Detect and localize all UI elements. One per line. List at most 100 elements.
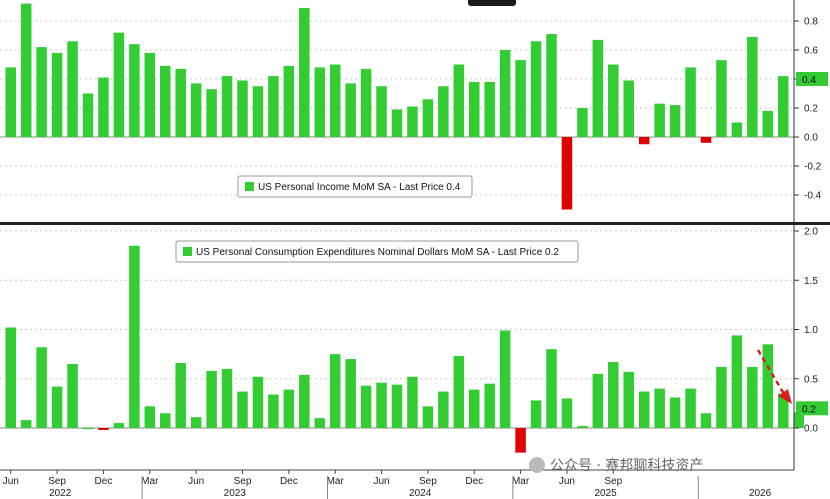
bottom-last-price-label: 0.2 [802,404,816,415]
x-year-label: 2023 [224,488,247,499]
top-legend: US Personal Income MoM SA - Last Price 0… [237,175,473,198]
top-bar [530,41,542,137]
bottom-bar [129,245,140,428]
top-bar [762,110,774,137]
bottom-legend-label: US Personal Consumption Expenditures Nom… [196,247,559,258]
top-y-tick-label: 0.6 [804,46,818,57]
top-bar [20,3,32,137]
top-bar [685,67,696,137]
x-year-label: 2024 [409,488,432,499]
bottom-bar [453,356,465,428]
top-legend-label: US Personal Income MoM SA - Last Price 0… [258,182,461,193]
top-bar [561,137,573,210]
top-bar [623,80,634,137]
bottom-bar [530,400,542,428]
top-panel-y-axis: 0.80.60.40.20.0-0.2-0.40.4 [794,17,828,202]
bottom-legend-swatch [183,247,192,256]
bottom-bar [499,330,511,428]
bottom-bar [252,376,264,428]
bottom-bar [793,412,804,428]
x-month-label: Sep [419,476,437,487]
top-y-tick-label: 0.2 [804,104,818,115]
bottom-bar [20,420,32,428]
bottom-bar [376,382,387,428]
bottom-bar [592,373,604,428]
bottom-bar [98,428,109,430]
bottom-bar [422,406,434,428]
x-month-label: Jun [559,476,575,487]
bottom-y-tick-label: 2.0 [804,227,818,238]
top-bar [329,64,341,137]
x-month-label: Mar [141,476,159,487]
x-month-label: Jun [188,476,204,487]
bottom-bar [700,413,712,428]
bottom-bar [638,391,650,428]
bottom-bar [51,386,63,428]
x-axis: Jun Sep Dec Mar Jun Sep Dec Mar Jun Sep Dec Mar Jun S… [3,470,772,499]
top-bar [129,44,140,138]
bottom-bar [685,388,696,428]
bottom-bar [160,413,171,428]
bottom-bar [669,397,681,428]
top-bar [700,137,712,143]
watermark: 公众号 · 赛邦聊科技资产 [529,457,703,474]
top-bar [98,77,109,137]
top-legend-box [237,175,473,198]
top-bar [654,103,665,137]
top-bar [82,93,94,137]
panel-divider [0,222,830,225]
bottom-bar [175,362,186,428]
bottom-last-price-badge: 0.2 [796,401,828,416]
bottom-bar [82,428,94,430]
top-bar [731,122,743,137]
top-last-price-badge: 0.4 [796,72,828,86]
x-year-label: 2026 [749,488,772,499]
top-last-price-label: 0.4 [802,75,816,86]
bottom-bar [469,389,480,428]
x-year-label: 2022 [49,488,72,499]
top-bar [592,39,604,137]
top-bar [345,83,356,137]
bottom-bar [762,344,774,428]
top-legend-swatch [245,182,254,191]
top-bar [499,50,511,137]
top-bar [484,81,495,137]
x-month-label: Mar [327,476,345,487]
bottom-bar [561,398,573,428]
top-bar [469,81,480,137]
x-month-label: Sep [604,476,622,487]
bottom-bar [299,374,310,428]
top-bar [5,67,16,137]
bottom-bar [484,383,495,428]
bottom-y-tick-label: 1.0 [804,325,818,336]
bottom-bar [654,388,665,428]
x-month-label: Dec [280,476,298,487]
top-bar [577,108,588,137]
bottom-bar [360,385,372,428]
top-bar [206,89,217,137]
bottom-legend: US Personal Consumption Expenditures Nom… [175,240,579,263]
top-y-tick-label: 0.0 [804,133,818,144]
bottom-last-price-box [796,401,828,416]
top-bar [67,41,78,137]
bottom-bar [190,417,202,428]
x-year-label: 2025 [594,488,617,499]
header-chip [468,0,516,6]
bottom-bar [716,366,727,428]
top-bar [438,86,449,137]
bottom-bar [206,370,217,428]
top-bar [422,99,434,137]
top-bar [546,34,557,137]
top-bar [360,68,372,137]
bottom-y-tick-label: 1.5 [804,276,818,287]
bottom-bar [623,371,634,428]
bottom-bar [747,366,758,428]
bottom-bar [391,384,403,428]
bottom-bar [221,368,233,428]
top-bar [221,76,233,137]
bottom-bar [546,349,557,428]
top-y-tick-label: -0.4 [804,191,822,202]
top-bar [36,47,47,137]
bottom-bar [5,327,16,428]
